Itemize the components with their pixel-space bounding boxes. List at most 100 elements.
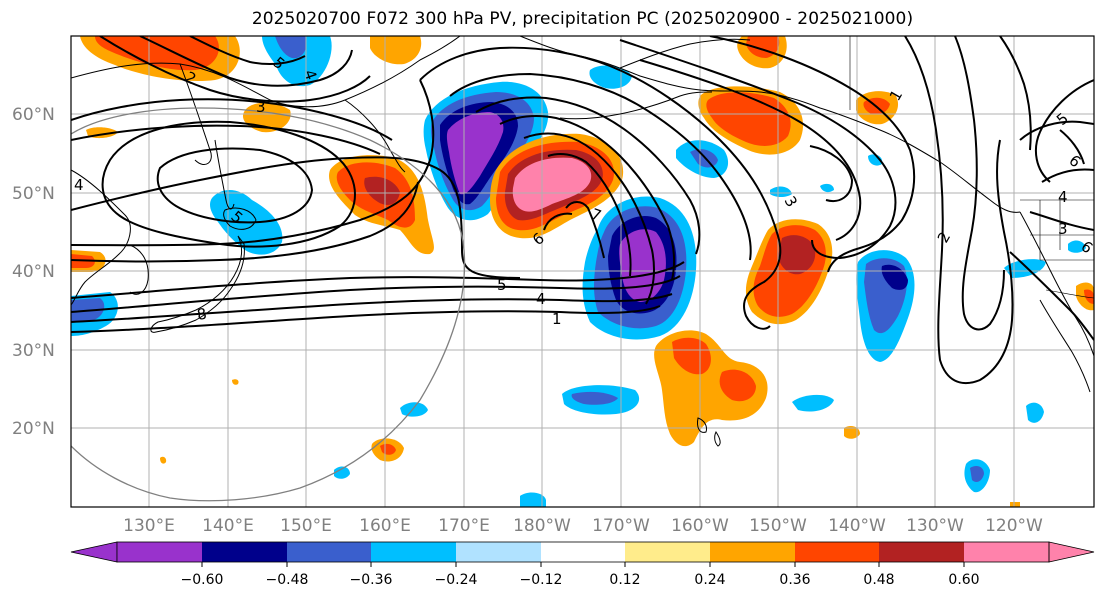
- colorbar-bin-6: [541, 542, 625, 562]
- shade-orange-small-7: [370, 36, 422, 65]
- contour-label: 8: [196, 305, 209, 324]
- shade-blue-150e: [262, 36, 332, 87]
- colorbar-extend-high: [1048, 541, 1095, 563]
- contour-trough-5: [523, 132, 655, 305]
- colorbar-bin-8: [710, 542, 795, 562]
- colorbar-bin-7: [625, 542, 710, 562]
- contour-asia-left-closed: [101, 120, 356, 248]
- lon-label: 140°E: [202, 516, 254, 536]
- contour-trough-1: [419, 46, 782, 330]
- contour-far-east-3: [999, 36, 1032, 151]
- colorbar-bin-5: [456, 542, 541, 562]
- contour-label: 4: [536, 290, 546, 308]
- lon-label: 160°E: [359, 516, 411, 536]
- contour-label: 4: [1058, 188, 1068, 206]
- shade-red-hawaii: [672, 337, 711, 375]
- colorbar-bin-1: [117, 542, 202, 562]
- radius-circle: [71, 107, 466, 502]
- shade-purple-175e: [446, 112, 504, 195]
- shade-blue-small-2: [400, 402, 428, 417]
- shade-orange-small-8: [1010, 502, 1020, 507]
- lon-label: 130°W: [906, 516, 964, 536]
- lon-label: 140°W: [828, 516, 886, 536]
- map-panel: 5 4 1 5 4 6 7 6 3 2 1 5 6 4 3 2 3 4 8 5: [70, 35, 1096, 508]
- colorbar-tick-label: 0.60: [948, 572, 979, 588]
- contour-trough-2: [449, 72, 752, 261]
- lon-label: 160°W: [671, 516, 729, 536]
- contour-jet-1: [71, 305, 661, 333]
- colorbar-bin-2: [202, 542, 287, 562]
- contour-trough-loop: [543, 212, 573, 231]
- colorbar-tick-label: −0.60: [181, 572, 224, 588]
- lat-label: 40°N: [12, 262, 55, 282]
- contour-ridge-c: [71, 181, 419, 263]
- colorbar: −0.60 −0.48 −0.36 −0.24 −0.12 0.12 0.24 …: [70, 541, 1095, 588]
- shade-navy-150e: [275, 36, 307, 59]
- contour-upper-left-3: [139, 36, 353, 87]
- contour-east-3: [809, 145, 854, 202]
- contour-ridge-b: [71, 79, 435, 247]
- contour-ridge-a: [71, 156, 521, 279]
- lon-label: 170°W: [592, 516, 650, 536]
- contour-label: 4: [74, 176, 84, 194]
- shade-red-small-3: [1084, 289, 1094, 304]
- contour-far-east-5: [1041, 168, 1094, 183]
- coast-aleutians: [559, 91, 713, 120]
- colorbar-extend-low: [70, 541, 118, 563]
- shade-orange-small-5: [160, 456, 167, 464]
- lat-label: 60°N: [12, 105, 55, 125]
- colorbar-tick-label: 0.48: [863, 572, 894, 588]
- lat-label: 30°N: [12, 341, 55, 361]
- contour-jet-4: [71, 261, 685, 299]
- lon-label: 180°W: [513, 516, 571, 536]
- lon-label: 120°W: [985, 516, 1043, 536]
- pv-contours: [71, 36, 1094, 385]
- shade-blue-small-3: [334, 466, 350, 479]
- shade-mid-175w: [571, 391, 618, 405]
- coast-na-west: [1019, 211, 1094, 357]
- colorbar-tick-label: −0.12: [520, 572, 563, 588]
- contour-far-east-6: [1029, 211, 1094, 231]
- shade-blue-small-10: [820, 183, 834, 193]
- shade-red-small-1: [380, 443, 396, 455]
- contour-label: 5: [497, 276, 507, 294]
- shade-darkred-160e: [364, 176, 400, 205]
- contour-trough-3: [475, 96, 701, 255]
- coast-japan-honshu: [150, 235, 245, 333]
- colorbar-tick-label: −0.36: [350, 572, 393, 588]
- contour-far-east-7: [1009, 251, 1094, 341]
- coast-alaska-west: [519, 36, 1021, 213]
- shade-red-nw: [95, 36, 219, 71]
- shade-blue-small-8: [1068, 240, 1086, 253]
- contour-label: 1: [552, 310, 562, 328]
- contour-upper-left-5: [99, 36, 371, 103]
- colorbar-bin-3: [287, 542, 371, 562]
- contour-east-2: [639, 59, 862, 241]
- shade-red-hawaii-2: [719, 369, 756, 402]
- lon-label: 170°E: [438, 516, 490, 536]
- colorbar-ticks: [201, 562, 965, 567]
- colorbar-bin-11: [964, 542, 1049, 562]
- shade-darkred-145w: [778, 235, 816, 275]
- shade-blue-small-11: [770, 186, 792, 197]
- colorbar-tick-label: 0.36: [779, 572, 810, 588]
- colorbar-bin-10: [879, 542, 964, 562]
- contour-jet-2: [71, 293, 673, 323]
- contour-trough-4: [499, 115, 676, 281]
- contour-far-east-4: [1019, 120, 1094, 141]
- contour-far-east-1: [904, 36, 1014, 385]
- contour-east-4: [709, 36, 916, 273]
- shade-pink-178w: [512, 157, 592, 212]
- lon-label: 130°E: [123, 516, 175, 536]
- coast-baja: [1039, 299, 1091, 393]
- contour-jet-3: [71, 275, 681, 313]
- lat-label: 50°N: [12, 184, 55, 204]
- lon-axis: 130°E 140°E 150°E 160°E 170°E 180°W 170°…: [123, 516, 1043, 536]
- map-frame-border: [70, 35, 1095, 508]
- shade-blue-small-6: [1026, 402, 1044, 423]
- coast-alaska-north: [619, 38, 751, 69]
- contour-trough-6: [547, 153, 632, 277]
- colorbar-tick-label: −0.24: [435, 572, 478, 588]
- coast-japan-hokkaido: [223, 207, 257, 230]
